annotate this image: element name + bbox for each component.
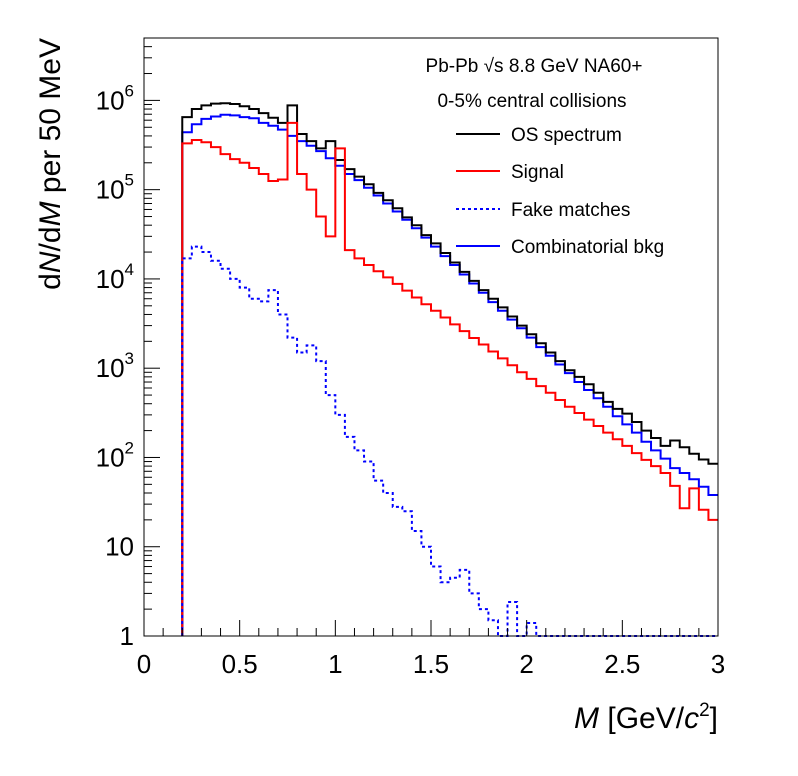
ticks-layer bbox=[143, 37, 719, 637]
legend-entry-combinatorial-bkg: Combinatorial bkg bbox=[456, 237, 664, 258]
y-tick-label: 106 bbox=[96, 81, 134, 115]
chart-title-line-2: 0-5% central collisions bbox=[437, 91, 626, 112]
tick-labels: 0 0.5 1 1.5 2 2.5 3 1 10 102 103 104 105 106 bbox=[96, 81, 726, 679]
x-tick-label: 2.5 bbox=[604, 649, 640, 679]
x-tick-label: 1 bbox=[328, 649, 342, 679]
y-tick-label: 1 bbox=[120, 621, 134, 651]
y-tick-label: 102 bbox=[96, 438, 134, 472]
x-tick-label: 0.5 bbox=[222, 649, 258, 679]
x-tick-label: 2 bbox=[519, 649, 533, 679]
legend: OS spectrum Signal Fake matches Combinatori… bbox=[456, 125, 664, 258]
x-tick-label: 3 bbox=[711, 649, 725, 679]
y-tick-label: 103 bbox=[96, 349, 134, 383]
y-axis-title: dN/dM per 50 MeV bbox=[34, 38, 67, 290]
y-tick-label: 104 bbox=[96, 260, 134, 294]
legend-entry-signal: Signal bbox=[456, 162, 564, 183]
legend-entry-fake-matches: Fake matches bbox=[456, 200, 630, 221]
legend-entry-os-spectrum: OS spectrum bbox=[456, 125, 622, 146]
series-os-spectrum bbox=[181, 102, 718, 636]
chart-title: Pb-Pb √s 8.8 GeV NA60+ 0-5% central coll… bbox=[426, 56, 643, 112]
legend-label: OS spectrum bbox=[511, 125, 622, 146]
legend-label: Fake matches bbox=[511, 200, 630, 221]
x-tick-label: 0 bbox=[137, 649, 151, 679]
y-tick-label: 105 bbox=[96, 171, 134, 205]
legend-label: Signal bbox=[511, 162, 564, 183]
y-tick-label: 10 bbox=[105, 532, 134, 562]
series-signal bbox=[181, 121, 718, 636]
x-axis-title: M [GeV/c2] bbox=[574, 700, 718, 735]
chart-title-line-1: Pb-Pb √s 8.8 GeV NA60+ bbox=[426, 56, 643, 77]
x-tick-label: 1.5 bbox=[413, 649, 449, 679]
legend-label: Combinatorial bkg bbox=[511, 237, 664, 258]
